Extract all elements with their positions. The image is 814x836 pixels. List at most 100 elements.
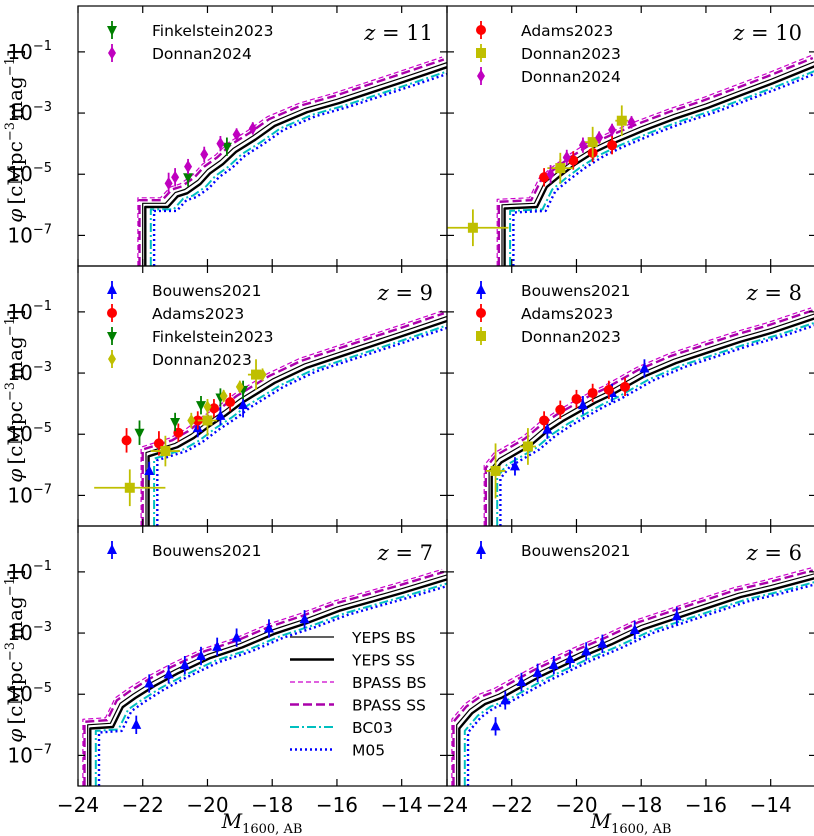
data-point bbox=[221, 142, 232, 153]
legend-label: Donnan2023 bbox=[152, 351, 252, 369]
legend-label: Adams2023 bbox=[521, 22, 613, 40]
data-point bbox=[608, 123, 617, 137]
legend-marker bbox=[107, 284, 117, 294]
data-point bbox=[607, 140, 618, 151]
legend-marker bbox=[476, 308, 486, 318]
model-curve-bpass-bs bbox=[137, 56, 443, 266]
data-point bbox=[620, 381, 631, 392]
data-point bbox=[500, 694, 511, 705]
legend-marker bbox=[107, 26, 117, 36]
data-point bbox=[170, 418, 181, 428]
data-point bbox=[202, 415, 213, 426]
data-point bbox=[542, 423, 553, 434]
observation-legend: Bouwens2021 Adams2023 Finkelstein2023 Donna… bbox=[107, 281, 273, 369]
obs-donnan2024-diamond bbox=[546, 115, 636, 184]
y-tick-label: 10−5 bbox=[7, 421, 52, 446]
data-point bbox=[587, 387, 598, 398]
legend-marker bbox=[107, 544, 117, 554]
y-tick-label: 10−3 bbox=[7, 360, 52, 385]
legend-label: Bouwens2021 bbox=[521, 542, 631, 560]
data-point bbox=[509, 460, 520, 471]
data-point bbox=[164, 176, 173, 190]
y-tick-label: 10−5 bbox=[7, 161, 52, 186]
model-curve-yeps-ss bbox=[490, 317, 814, 526]
legend-label: Finkelstein2023 bbox=[152, 22, 273, 40]
data-point bbox=[587, 137, 598, 148]
data-point bbox=[196, 650, 206, 660]
x-axis-label-left: M1600, AB bbox=[221, 809, 303, 836]
data-point bbox=[671, 610, 682, 621]
model-curve-m05 bbox=[156, 326, 447, 526]
data-point bbox=[160, 446, 171, 457]
legend-marker bbox=[107, 332, 117, 342]
legend-label: YEPS BS bbox=[351, 629, 416, 647]
redshift-label: z = 8 bbox=[746, 281, 802, 305]
model-curve-bc03 bbox=[94, 582, 447, 786]
data-point bbox=[258, 368, 267, 382]
y-tick-label: 10−7 bbox=[7, 742, 52, 767]
data-point bbox=[196, 401, 206, 412]
data-point bbox=[616, 115, 627, 126]
data-point bbox=[490, 465, 501, 476]
redshift-label: z = 11 bbox=[363, 21, 433, 45]
y-tick-label: 10−1 bbox=[7, 559, 52, 584]
model-curve-bc03 bbox=[149, 70, 447, 266]
data-point bbox=[639, 362, 650, 373]
data-point bbox=[467, 222, 478, 233]
observation-legend: Finkelstein2023 Donnan2024 bbox=[107, 21, 273, 63]
model-curve-m05 bbox=[499, 324, 814, 526]
plot-area bbox=[137, 56, 447, 266]
data-point bbox=[144, 464, 155, 475]
data-point bbox=[231, 631, 242, 642]
legend-marker bbox=[477, 69, 485, 83]
model-curve-bpass-bs bbox=[496, 55, 812, 266]
data-point bbox=[153, 438, 164, 449]
model-curve-yeps-ss bbox=[503, 65, 814, 266]
panel-z9: 10−7 10−5 10−3 10−1φ[cMpc−3mag−1] z = 9 Bouwe… bbox=[3, 265, 448, 527]
data-point bbox=[539, 415, 550, 426]
data-point bbox=[263, 622, 274, 633]
data-point bbox=[212, 640, 223, 651]
x-axis-label-right: M1600, AB bbox=[590, 809, 672, 836]
data-point bbox=[232, 127, 241, 141]
panel-frame bbox=[446, 525, 814, 787]
data-point bbox=[251, 369, 262, 380]
model-curve-yeps-bs bbox=[501, 61, 814, 266]
obs-donnan2024-diamond bbox=[164, 121, 257, 195]
data-point bbox=[565, 653, 575, 664]
legend-label: BC03 bbox=[352, 719, 393, 737]
data-point bbox=[248, 121, 257, 135]
y-axis-label: φ[cMpc−3mag−1] bbox=[3, 49, 27, 222]
obs-donnan2023-diamond bbox=[187, 368, 267, 429]
model-curve-yeps-ss bbox=[144, 65, 447, 266]
data-point bbox=[184, 160, 193, 174]
model-curve-yeps-bs bbox=[145, 315, 447, 526]
data-point bbox=[124, 482, 135, 493]
data-point bbox=[577, 399, 588, 410]
data-point bbox=[539, 172, 550, 183]
legend-label: YEPS SS bbox=[351, 652, 415, 670]
data-point bbox=[595, 131, 604, 145]
model-curve-bpass-ss bbox=[497, 56, 814, 266]
panel-z7: 10−710−510−310−1φ[cMpc−3mag−1]−24 −22 −20−… bbox=[3, 525, 448, 817]
plot-area bbox=[451, 567, 814, 786]
obs-donnan2023-square bbox=[447, 105, 629, 247]
x-tick-label: −20 bbox=[555, 793, 597, 817]
y-tick-label: 10−5 bbox=[7, 681, 52, 706]
y-tick-label: 10−1 bbox=[7, 39, 52, 64]
legend-label: Bouwens2021 bbox=[152, 542, 262, 560]
plot-area bbox=[483, 307, 814, 526]
data-point bbox=[562, 150, 571, 164]
model-curve-bc03 bbox=[496, 321, 814, 526]
y-tick-label: 10−1 bbox=[7, 299, 52, 324]
panel-z6: −22 −20 −18 −16 −14 −24 z = 6 Bouwens2021 bbox=[426, 525, 814, 817]
plot-area bbox=[94, 310, 447, 526]
legend-label: Finkelstein2023 bbox=[152, 328, 273, 346]
x-tick-label: −14 bbox=[381, 793, 423, 817]
panel-frame bbox=[446, 265, 814, 527]
legend-label: M05 bbox=[352, 742, 385, 760]
model-curve-m05 bbox=[466, 583, 814, 786]
obs-bouwens2021-tri_up bbox=[490, 607, 682, 736]
model-curve-bc03 bbox=[153, 324, 447, 526]
